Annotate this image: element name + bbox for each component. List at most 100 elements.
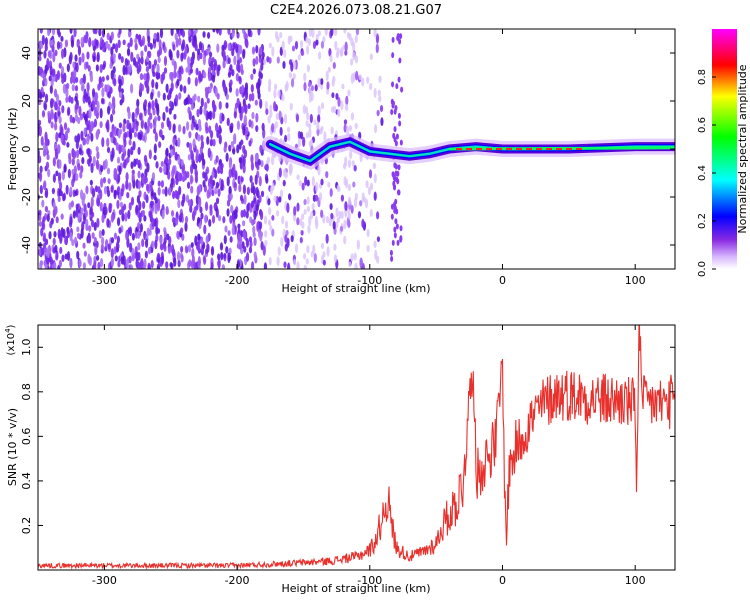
- spectrogram-point: [54, 244, 58, 253]
- spectrogram-point: [130, 51, 134, 63]
- spectrogram-point: [139, 82, 143, 93]
- spectrogram-point: [233, 111, 237, 119]
- spectrogram-point: [348, 124, 353, 132]
- spectrogram-point: [236, 260, 240, 269]
- spectrogram-point: [57, 143, 61, 154]
- spectrogram-point: [40, 136, 44, 146]
- spectrogram-point: [109, 131, 113, 138]
- spectrogram-point: [325, 70, 329, 82]
- spectrogram-point: [107, 105, 111, 115]
- spectrogram-point: [83, 127, 87, 136]
- spectrogram-point: [267, 219, 272, 226]
- spectrogram-point: [242, 230, 246, 239]
- spectrogram-point: [341, 83, 345, 90]
- spectrogram-point: [44, 264, 48, 269]
- spectrogram-point: [296, 202, 300, 212]
- spectrogram-point: [160, 180, 164, 188]
- spectrogram-point: [218, 134, 222, 145]
- spectrogram-point: [228, 144, 232, 152]
- spectrogram-point: [179, 84, 183, 92]
- spectrogram-point: [127, 209, 131, 220]
- spectrogram-point: [41, 247, 45, 256]
- spectrogram-point: [197, 48, 201, 56]
- spectrogram-point: [356, 239, 360, 250]
- spectrogram-point: [314, 215, 318, 226]
- spectrogram-point: [347, 196, 352, 206]
- spectrogram-point: [400, 86, 404, 93]
- spectrogram-point: [91, 187, 96, 198]
- spectrogram-point: [148, 60, 152, 70]
- spectrogram-point: [176, 191, 180, 200]
- spectrogram-point: [261, 51, 265, 59]
- spectrogram-point: [69, 76, 74, 85]
- spectrogram-point: [47, 29, 51, 37]
- spectrogram-point: [340, 99, 344, 111]
- colorbar-ticks: 0.0 0.2 0.4 0.6 0.8: [697, 69, 716, 277]
- spectrogram-point: [200, 238, 204, 246]
- spectrogram-point: [158, 129, 163, 138]
- spectrogram-point: [58, 159, 62, 169]
- spectrogram-point: [135, 123, 139, 132]
- spectrogram-point: [247, 103, 251, 110]
- spectrogram-point: [184, 221, 188, 232]
- spectrogram-point: [62, 193, 66, 202]
- spectrogram-point: [104, 84, 108, 93]
- spectrogram-point: [170, 71, 174, 83]
- colorbar-tick-label: 0.0: [697, 261, 708, 277]
- spectrogram-point: [397, 164, 401, 171]
- spectrogram-point: [177, 137, 181, 148]
- spectrogram-point: [148, 50, 152, 59]
- snr-x-axis: -300 -200 -100 0 100: [92, 325, 646, 587]
- spectrogram-point: [287, 262, 291, 269]
- spectrogram-point: [293, 258, 297, 266]
- spectrogram-point: [157, 50, 161, 58]
- spectrogram-point: [160, 160, 164, 167]
- x-tick-label: -300: [92, 574, 117, 587]
- spectrogram-point: [198, 197, 202, 208]
- spectrogram-point: [273, 195, 277, 202]
- spectrogram-point: [227, 71, 232, 78]
- spectrogram-point: [326, 81, 330, 90]
- spectrogram-point: [243, 104, 247, 113]
- spectrogram-point: [128, 255, 132, 264]
- spectrogram-point: [212, 138, 216, 147]
- spectrogram-point: [378, 95, 382, 103]
- spectrogram-point: [395, 83, 399, 90]
- spectrogram-point: [322, 36, 326, 43]
- spectrogram-point: [42, 149, 47, 157]
- spectrogram-point: [215, 29, 220, 34]
- spectrogram-point: [149, 184, 153, 193]
- spectrogram-point: [193, 34, 197, 42]
- spectrogram-point: [204, 86, 208, 93]
- spectrogram-point: [125, 172, 129, 182]
- spectrogram-point: [113, 137, 117, 146]
- spectrogram-point: [240, 230, 244, 238]
- spectrogram-point: [354, 262, 358, 269]
- spectrogram-point: [94, 185, 99, 193]
- spectrogram-point: [214, 169, 218, 179]
- spectrogram-point: [69, 29, 73, 35]
- spectrogram-point: [276, 56, 280, 64]
- spectrogram-point: [169, 100, 173, 108]
- spectrogram-point: [289, 102, 293, 111]
- spectrogram-point: [157, 186, 161, 196]
- spectrogram-point: [307, 224, 311, 234]
- spectrogram-point: [206, 97, 210, 104]
- spectrogram-point: [202, 171, 206, 179]
- spectrogram-point: [197, 216, 201, 224]
- colorbar: 0.0 0.2 0.4 0.6 0.8 Normalized spectral ampl…: [697, 29, 749, 277]
- spectrogram-point: [128, 31, 132, 38]
- spectrogram-point: [214, 122, 219, 132]
- spectrogram-point: [305, 36, 309, 44]
- spectrogram-point: [334, 29, 338, 36]
- spectrogram-point: [168, 48, 172, 59]
- spectrogram-point: [308, 29, 312, 37]
- spectrogram-point: [375, 211, 380, 220]
- spectrogram-point: [127, 227, 131, 234]
- spectrogram-point: [396, 178, 400, 185]
- spectrogram-point: [284, 220, 289, 229]
- spectrogram-point: [258, 175, 262, 187]
- spectrogram-point: [80, 36, 84, 48]
- snr-scale-exp: 4: [4, 328, 12, 333]
